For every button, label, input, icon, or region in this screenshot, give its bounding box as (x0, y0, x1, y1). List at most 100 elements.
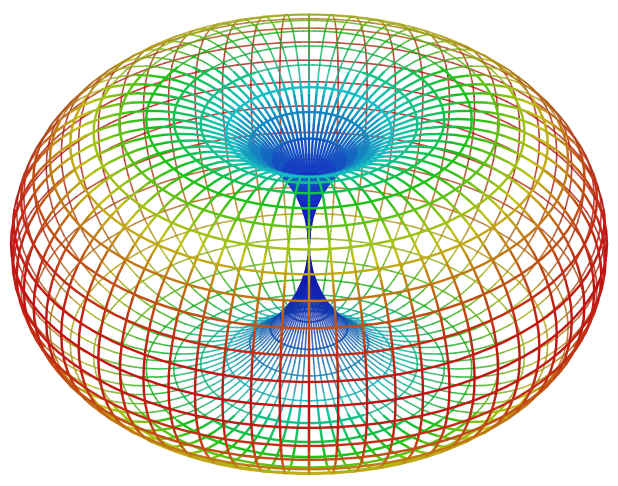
wire-segment (315, 14, 333, 17)
wire-segment (364, 331, 379, 338)
wire-segment (565, 234, 574, 250)
wire-segment (208, 39, 219, 47)
wire-segment (472, 365, 490, 370)
wire-segment (453, 41, 470, 50)
wire-segment (309, 153, 313, 172)
wire-segment (170, 223, 179, 239)
wire-segment (599, 261, 603, 277)
wire-segment (57, 125, 71, 137)
wire-segment (441, 235, 457, 242)
wire-segment (292, 29, 296, 40)
wire-segment (353, 19, 373, 24)
wire-segment (238, 43, 260, 48)
wire-segment (343, 334, 356, 348)
wire-segment (390, 43, 395, 55)
wire-segment (11, 245, 15, 262)
wire-segment (111, 67, 124, 73)
wire-segment (111, 198, 120, 215)
wire-segment (524, 235, 534, 250)
wire-segment (213, 22, 230, 28)
wire-segment (341, 310, 350, 315)
wire-segment (558, 180, 571, 193)
wire-segment (403, 196, 410, 213)
wire-segment (228, 23, 236, 28)
wire-segment (143, 126, 163, 135)
wire-segment (488, 361, 505, 368)
wire-segment (408, 35, 419, 42)
wire-segment (503, 357, 520, 364)
wire-segment (491, 59, 504, 69)
wire-segment (393, 22, 401, 25)
wire-segment (479, 252, 493, 261)
wire-segment (557, 288, 564, 300)
wire-segment (289, 18, 293, 26)
wire-segment (175, 34, 190, 41)
wire-segment (144, 358, 162, 362)
wire-segment (490, 384, 496, 394)
wire-segment (216, 328, 223, 334)
wire-segment (125, 252, 138, 261)
wire-segment (319, 64, 329, 67)
wire-segment (519, 212, 533, 223)
wire-segment (435, 344, 453, 349)
wire-segment (466, 48, 478, 53)
wire-segment (566, 327, 569, 339)
wire-segment (98, 357, 115, 364)
wire-segment (351, 217, 357, 234)
wire-segment (393, 34, 414, 40)
wire-segment (114, 83, 131, 88)
wire-segment (98, 103, 102, 118)
wire-segment (180, 384, 197, 391)
wire-segment (354, 263, 369, 267)
wire-segment (602, 219, 606, 234)
wire-segment (270, 20, 275, 27)
wire-segment (300, 94, 305, 111)
wire-segment (208, 196, 215, 213)
wire-segment (226, 335, 241, 341)
wire-segment (553, 220, 562, 236)
wire-segment (569, 190, 580, 203)
wire-segment (409, 351, 426, 355)
wire-segment (259, 328, 272, 341)
wire-segment (283, 310, 293, 326)
wire-segment (555, 140, 558, 155)
wire-segment (102, 379, 119, 385)
wire-segment (54, 288, 61, 300)
wire-segment (125, 53, 138, 62)
wire-segment (311, 123, 315, 141)
wire-segment (270, 14, 288, 18)
wire-segment (210, 329, 225, 333)
wire-segment (457, 102, 477, 111)
wire-segment (381, 219, 400, 224)
wire-segment (442, 372, 445, 380)
wire-segment (9, 229, 14, 246)
wire-segment (337, 339, 348, 355)
wire-segment (110, 139, 128, 149)
wire-segment (425, 371, 443, 377)
wire-segment (256, 106, 279, 110)
wire-segment (500, 64, 511, 72)
wire-segment (234, 373, 248, 386)
wire-segment (267, 307, 277, 311)
wire-segment (175, 359, 193, 363)
wire-segment (205, 352, 222, 359)
wire-segment (113, 361, 130, 368)
wire-segment (537, 272, 550, 286)
wire-segment (268, 310, 277, 315)
wire-segment (370, 328, 384, 333)
wire-segment (490, 93, 508, 103)
wire-segment (190, 356, 208, 361)
wire-segment (414, 37, 427, 44)
wire-segment (159, 325, 167, 334)
wire-segment (216, 292, 227, 303)
wire-segment (325, 30, 339, 34)
wire-segment (313, 94, 318, 111)
wire-segment (251, 22, 258, 29)
wire-segment (130, 68, 149, 77)
wire-segment (273, 24, 278, 33)
wire-segment (115, 74, 133, 84)
wire-segment (417, 324, 425, 331)
wire-segment (559, 247, 569, 260)
wire-segment (397, 222, 415, 228)
wire-segment (375, 303, 386, 309)
